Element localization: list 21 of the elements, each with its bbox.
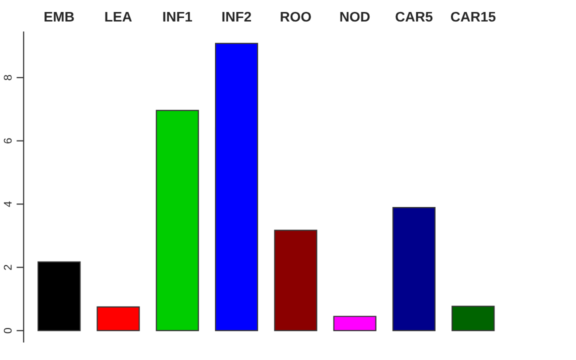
bar [333,316,376,332]
bar [392,207,436,332]
x-tick-label: ROO [280,12,311,22]
bar [38,261,81,332]
bar [214,42,258,332]
y-tick-label: 8 [4,74,12,80]
y-tick-label: 6 [4,138,12,144]
x-tick-label: CAR5 [396,12,432,22]
y-tick-label: 0 [4,328,12,334]
x-tick-label: EMB [44,12,74,22]
x-tick-label: CAR15 [450,12,496,22]
x-tick-label: INF1 [163,12,192,22]
bar [274,230,318,332]
bar [96,306,140,332]
y-tick-label: 2 [4,264,12,270]
y-tick-label: 4 [4,201,12,207]
x-tick-label: NOD [340,12,370,22]
x-tick-label: LEA [105,12,132,22]
x-tick-label: INF2 [222,12,252,22]
bar [156,110,199,332]
bar [452,306,495,332]
